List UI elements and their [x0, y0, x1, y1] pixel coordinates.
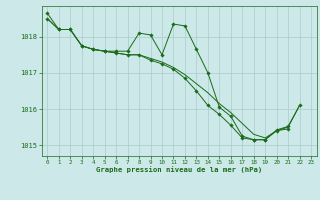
X-axis label: Graphe pression niveau de la mer (hPa): Graphe pression niveau de la mer (hPa) [96, 167, 262, 173]
